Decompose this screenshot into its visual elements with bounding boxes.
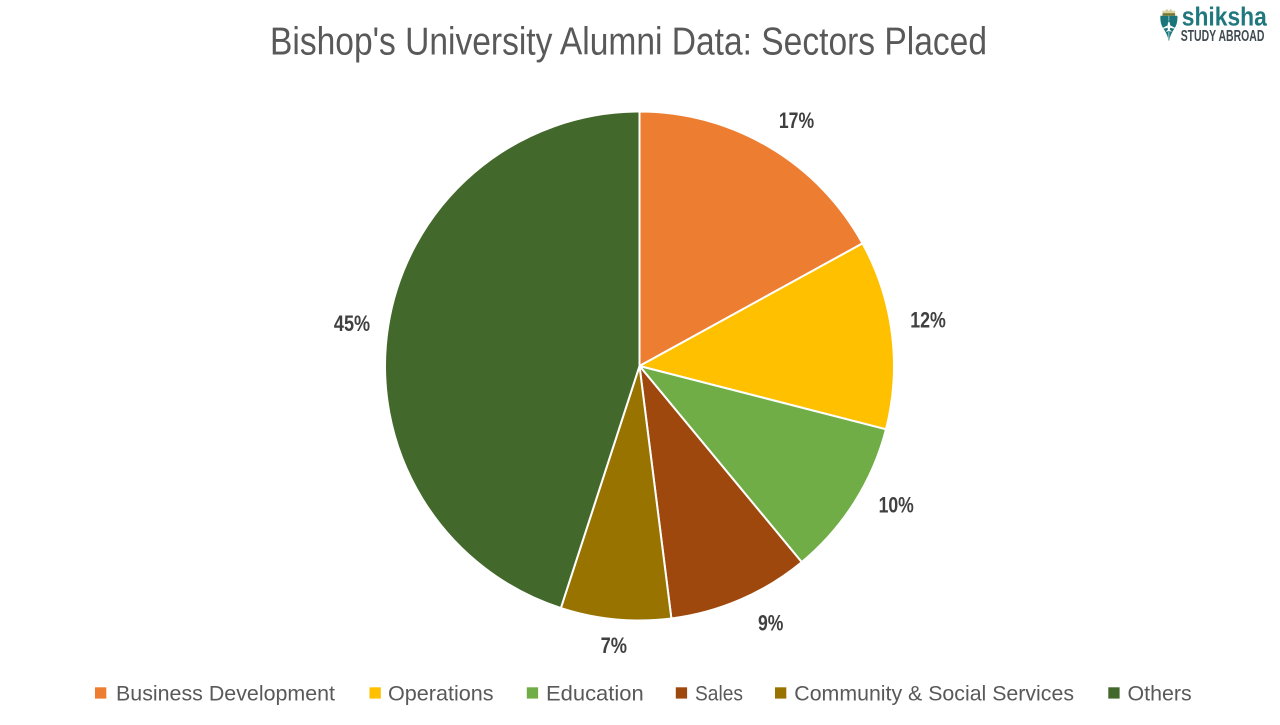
svg-text:12%: 12% — [910, 308, 946, 333]
svg-text:Bishop's University Alumni Dat: Bishop's University Alumni Data: Sectors… — [270, 21, 987, 64]
svg-text:10%: 10% — [879, 493, 914, 518]
svg-text:45%: 45% — [334, 311, 370, 336]
svg-text:STUDY ABROAD: STUDY ABROAD — [1181, 28, 1265, 45]
svg-text:7%: 7% — [601, 633, 627, 658]
svg-text:Community & Social Services: Community & Social Services — [794, 682, 1074, 706]
svg-text:9%: 9% — [758, 610, 783, 635]
svg-text:17%: 17% — [779, 108, 814, 133]
svg-text:Education: Education — [546, 682, 644, 706]
svg-text:Sales: Sales — [695, 682, 743, 706]
svg-text:Others: Others — [1128, 682, 1192, 706]
svg-text:Operations: Operations — [388, 682, 494, 706]
svg-text:shiksha: shiksha — [1182, 3, 1268, 31]
svg-text:Business Development: Business Development — [116, 682, 335, 706]
